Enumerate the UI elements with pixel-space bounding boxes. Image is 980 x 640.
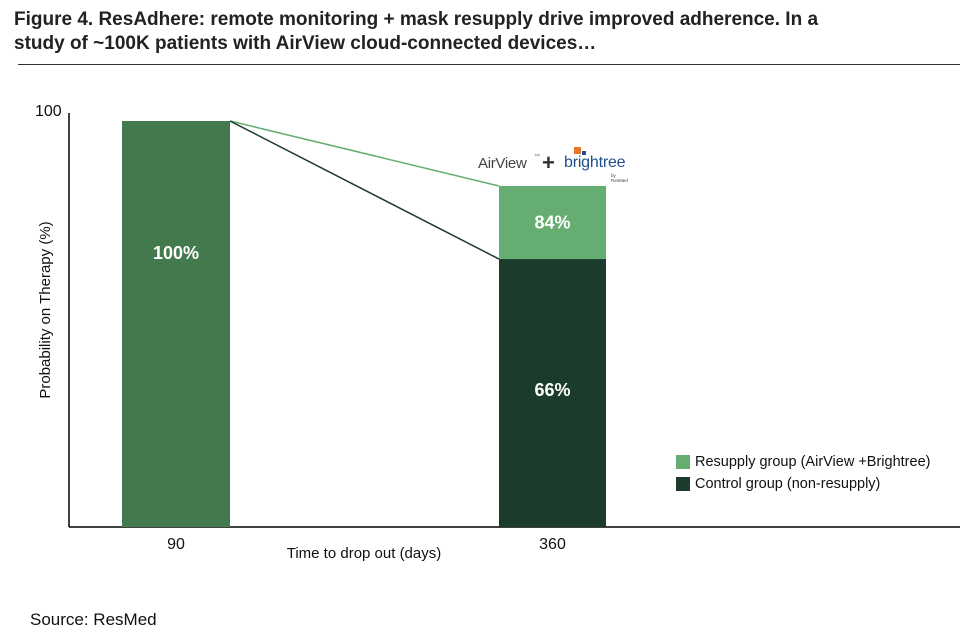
figure-title-line-2: study of ~100K patients with AirView clo…: [14, 33, 597, 54]
x-tick-label-90: 90: [167, 536, 185, 553]
logo-byline: by ResMed: [611, 173, 628, 183]
legend-label-control: Control group (non-resupply): [695, 476, 881, 492]
legend: Resupply group (AirView +Brightree) Cont…: [676, 452, 930, 496]
connector-line-resupply: [229, 120, 500, 187]
connector-line-control: [229, 120, 500, 260]
x-axis-label: Time to drop out (days): [287, 545, 442, 562]
x-tick-label-360: 360: [539, 536, 566, 553]
brightree-blue-square-icon: [582, 151, 586, 155]
logo-airview: AirView: [478, 155, 527, 172]
y-axis-label: Probability on Therapy (%): [37, 221, 54, 398]
legend-label-resupply: Resupply group (AirView +Brightree): [695, 454, 931, 470]
y-tick-label-100: 100: [35, 103, 62, 120]
source-note: Source: ResMed: [30, 610, 157, 629]
data-label-100: 100%: [153, 243, 199, 263]
legend-item-control: Control group (non-resupply): [676, 474, 930, 494]
brightree-orange-square-icon: [574, 147, 581, 154]
figure-title: Figure 4. ResAdhere: remote monitoring +…: [14, 8, 964, 56]
logo-brightree: brightree: [564, 154, 626, 171]
logo-trademark: ™: [534, 154, 540, 160]
legend-swatch-resupply: [676, 455, 690, 469]
figure-title-line-1: Figure 4. ResAdhere: remote monitoring +…: [14, 9, 819, 30]
legend-item-resupply: Resupply group (AirView +Brightree): [676, 452, 930, 472]
data-label-66: 66%: [534, 380, 570, 400]
bar-360-control-segment: [499, 259, 606, 527]
logo-plus: +: [542, 150, 555, 175]
bar-360-resupply-segment: [499, 185, 606, 260]
bar-90-days: [122, 121, 230, 527]
legend-swatch-control: [676, 477, 690, 491]
title-divider: [18, 64, 960, 65]
data-label-84: 84%: [534, 213, 570, 233]
